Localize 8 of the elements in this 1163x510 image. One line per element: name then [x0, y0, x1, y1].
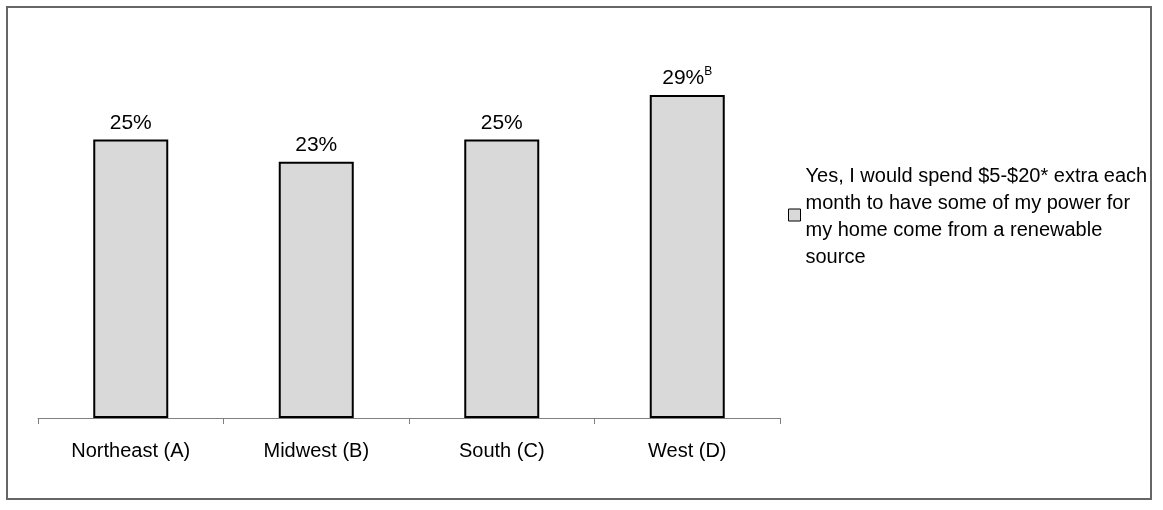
- legend-label: Yes, I would spend $5-$20* extra each month to have some of my power for my home come from a renewable source: [805, 163, 1153, 267]
- data-label: 25%: [480, 109, 523, 133]
- x-tick-label: Northeast (A): [71, 439, 191, 461]
- x-tick-label: Midwest (B): [263, 439, 370, 461]
- x-tick-label: South (C): [458, 439, 545, 461]
- data-label: 25%: [109, 109, 152, 133]
- data-label: 23%: [295, 131, 338, 155]
- x-tick-label: West (D): [647, 439, 727, 461]
